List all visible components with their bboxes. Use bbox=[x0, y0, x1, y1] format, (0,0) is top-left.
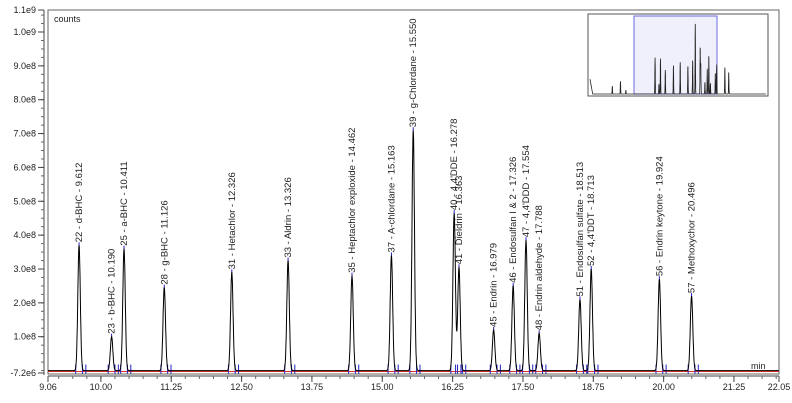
y-tick-label: 7.0e8 bbox=[13, 129, 36, 139]
y-axis-label: counts bbox=[54, 14, 81, 24]
inset-zoom-region[interactable] bbox=[633, 15, 718, 95]
x-tick-label: 22.05 bbox=[768, 382, 791, 392]
peak-label: 25 - a-BHC - 10.411 bbox=[119, 161, 130, 245]
x-tick-label: 13.75 bbox=[301, 382, 324, 392]
peak-label: 37 - A-chlordane - 15.163 bbox=[386, 145, 397, 252]
peak-label: 39 - g-Chlordane - 15.550 bbox=[408, 18, 419, 127]
peak-label: 31 - Hetachlor - 12.326 bbox=[227, 172, 238, 269]
inset-trace bbox=[589, 23, 766, 95]
y-tick-label: 1.0e8 bbox=[13, 332, 36, 342]
peak-label: 28 - g-BHC - 11.126 bbox=[159, 200, 170, 284]
y-tick-label: 5.0e8 bbox=[13, 196, 36, 206]
peak-label: 41 - Dieldrin - 16.363 bbox=[454, 176, 465, 265]
peak-label: 35 - Heptachlor exploxide - 14.462 bbox=[347, 128, 358, 273]
chromatogram-trace bbox=[48, 130, 779, 372]
x-axis: 9.06 10.00 11.25 12.50 13.75 15.00 16.25 17.50 1… bbox=[39, 375, 791, 392]
x-tick-label: 15.00 bbox=[371, 382, 394, 392]
y-tick-label: 3.0e8 bbox=[13, 264, 36, 274]
peak-label: 57 - Methoxychor - 20.496 bbox=[687, 182, 698, 293]
y-tick-label: 4.0e8 bbox=[13, 230, 36, 240]
x-tick-label: 9.06 bbox=[39, 382, 57, 392]
peak-label: 23 - b-BHC - 10.190 bbox=[107, 249, 118, 334]
x-tick-label: 16.25 bbox=[441, 382, 464, 392]
y-tick-label: 6.0e8 bbox=[13, 162, 36, 172]
overview-inset[interactable] bbox=[587, 13, 769, 97]
peak-label: 33 - Aldrin - 13.326 bbox=[283, 177, 294, 257]
y-tick-label: 8.0e8 bbox=[13, 95, 36, 105]
peak-label: 56 - Endrin keytone - 19.924 bbox=[654, 156, 665, 276]
peak-label: 40 - 4,4'DDE - 16.278 bbox=[449, 119, 460, 211]
peak-labels: 22 - d-BHC - 9.612 23 - b-BHC - 10.19025 … bbox=[74, 18, 697, 333]
y-tick-label: -7.2e6 bbox=[10, 368, 36, 378]
x-tick-label: 17.50 bbox=[512, 382, 535, 392]
peak-label: 46 - Endosulfan I & 2 - 17.326 bbox=[508, 157, 519, 283]
peak-label: 51 - Endosulfan sulfate - 18.513 bbox=[575, 162, 586, 297]
peak-label: 22 - d-BHC - 9.612 bbox=[74, 163, 85, 243]
peak-label: 52 - 4,4'DDT - 18.713 bbox=[586, 175, 597, 266]
y-tick-label: 1.1e9 bbox=[13, 5, 36, 15]
x-axis-label: min bbox=[751, 361, 766, 371]
y-tick-label: 1.0e9 bbox=[13, 27, 36, 37]
x-tick-label: 11.25 bbox=[160, 382, 182, 392]
x-tick-label: 21.25 bbox=[723, 382, 746, 392]
y-tick-label: 2.0e8 bbox=[13, 298, 36, 308]
x-tick-label: 20.00 bbox=[652, 382, 675, 392]
y-axis: -7.2e6 1.0e8 2.0e8 3.0e8 4.0e8 5.0e8 6.0e8 7.0e… bbox=[10, 5, 45, 378]
peak-label: 45 - Endrin - 16.979 bbox=[489, 243, 500, 327]
peak-label: 47 - 4,4'DDD - 17.554 bbox=[521, 145, 532, 237]
peak-label: 48 - Endrin aldehyde - 17.788 bbox=[534, 205, 545, 330]
x-tick-label: 10.00 bbox=[90, 382, 113, 392]
y-tick-label: 9.0e8 bbox=[13, 61, 36, 71]
x-tick-label: 12.50 bbox=[230, 382, 253, 392]
x-tick-label: 18.75 bbox=[582, 382, 605, 392]
